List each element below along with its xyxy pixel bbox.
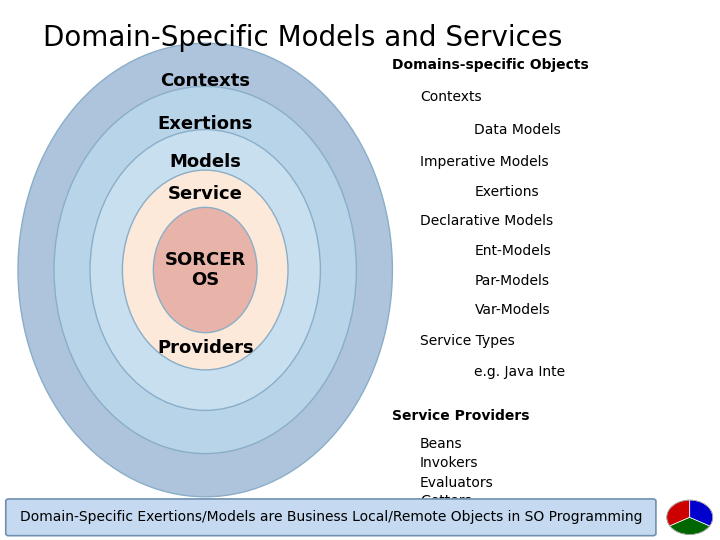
Text: Imperative Models: Imperative Models: [420, 155, 549, 169]
Text: Contexts: Contexts: [420, 90, 482, 104]
Text: Domain-Specific Models and Services: Domain-Specific Models and Services: [42, 24, 562, 52]
Text: Domain-Specific Exertions/Models are Business Local/Remote Objects in SO Program: Domain-Specific Exertions/Models are Bus…: [19, 510, 642, 524]
Text: Domains-specific Objects: Domains-specific Objects: [392, 58, 589, 72]
Ellipse shape: [54, 86, 356, 454]
Text: e.g. Java Inte: e.g. Java Inte: [474, 364, 566, 379]
Text: Beans: Beans: [420, 437, 462, 451]
Text: Evaluators: Evaluators: [420, 476, 493, 490]
Text: Service Types: Service Types: [420, 334, 515, 348]
Text: Contexts: Contexts: [160, 72, 251, 90]
Text: Service Providers: Service Providers: [392, 409, 530, 423]
Ellipse shape: [18, 43, 392, 497]
FancyBboxPatch shape: [6, 499, 656, 536]
Text: Models: Models: [169, 153, 241, 171]
Text: Exertions: Exertions: [158, 115, 253, 133]
Ellipse shape: [90, 130, 320, 410]
Ellipse shape: [153, 207, 257, 333]
Text: Setters: Setters: [420, 512, 469, 526]
Text: Ent-Models: Ent-Models: [474, 244, 552, 258]
Wedge shape: [690, 500, 713, 526]
Text: Par-Models: Par-Models: [474, 274, 549, 288]
Text: Exertions: Exertions: [474, 185, 539, 199]
Text: Providers: Providers: [157, 339, 253, 357]
Text: Invokers: Invokers: [420, 456, 478, 470]
Text: Data Models: Data Models: [474, 123, 561, 137]
Text: Getters: Getters: [420, 494, 472, 508]
Text: Service: Service: [168, 185, 243, 204]
Text: Var-Models: Var-Models: [474, 303, 550, 318]
Ellipse shape: [122, 170, 288, 370]
Text: SORCER
OS: SORCER OS: [165, 251, 246, 289]
Wedge shape: [670, 517, 710, 535]
Wedge shape: [667, 500, 690, 526]
Text: Declarative Models: Declarative Models: [420, 214, 553, 228]
